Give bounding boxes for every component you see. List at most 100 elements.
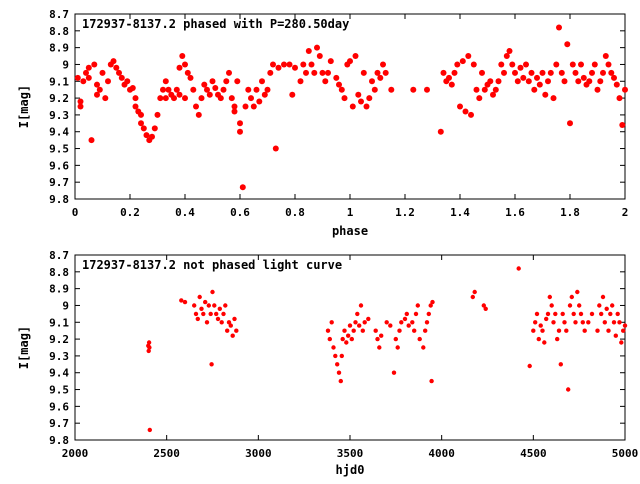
data-point [514,78,521,85]
y-tick-label: 8.7 [49,8,69,21]
x-tick-label: 0.4 [175,206,195,219]
data-point [369,78,375,85]
data-point [622,86,628,93]
data-point [272,145,279,152]
data-point [571,311,576,317]
data-point [440,69,447,76]
data-point [355,311,360,317]
data-point [333,74,340,81]
data-point [338,378,343,384]
data-point [77,103,84,110]
data-point [545,78,551,85]
data-point [85,74,92,81]
data-point [360,69,367,76]
data-point [558,69,565,76]
data-point [203,299,208,305]
data-point [382,69,389,76]
data-point [314,44,320,51]
x-tick-label: 0.8 [285,206,305,219]
data-point [347,323,353,328]
data-point [325,69,331,76]
data-point [547,69,554,76]
y-tick-label: 8.9 [49,42,69,55]
data-point [193,311,199,317]
data-point [237,128,243,135]
data-point [151,125,158,132]
data-point [591,61,598,68]
x-tick-label: 4500 [520,447,547,460]
y-tick-label: 9.5 [49,384,69,397]
data-point [91,61,98,68]
data-point [490,91,496,98]
y-tick-label: 9.7 [49,176,69,189]
data-point [610,303,615,308]
data-point [355,91,362,98]
data-point [547,294,552,300]
data-point [322,78,329,85]
data-point [140,125,147,132]
data-point [182,61,188,68]
data-point [531,328,536,333]
data-point [333,353,338,359]
data-point [179,53,186,59]
data-point [553,61,560,68]
data-point [595,328,600,333]
data-point [270,61,276,68]
data-point [219,320,224,325]
data-point [105,78,111,85]
data-point [527,363,532,369]
data-point [336,81,342,88]
data-point [80,78,87,85]
data-point [149,133,155,140]
data-point [209,78,216,85]
data-point [402,316,408,322]
data-point [470,294,475,300]
data-point [327,336,332,342]
data-point [366,316,371,322]
data-point [454,61,461,68]
data-point [223,78,230,85]
data-point [556,328,562,333]
data-point [580,74,587,81]
data-point [138,111,144,118]
data-point [604,306,609,311]
data-point [371,86,378,93]
data-point [374,69,381,76]
y-tick-label: 9.1 [49,316,69,329]
data-point [569,294,574,300]
data-point [182,95,188,102]
data-point [154,111,161,118]
x-axis-label-unphased: hjd0 [336,463,365,477]
data-point [319,69,326,76]
data-point [357,323,362,328]
data-point [358,98,364,105]
data-point [492,86,499,93]
data-point [553,311,558,317]
x-tick-label: 0.6 [230,206,250,219]
data-point [509,61,516,68]
data-point [388,323,393,328]
data-point [451,69,458,76]
data-point [564,41,571,48]
data-point [363,103,370,110]
data-point [481,303,486,308]
data-point [208,311,213,317]
data-point [204,320,210,325]
data-point [506,48,513,54]
data-point [305,48,312,54]
data-point [544,316,549,322]
data-point [197,294,202,300]
data-point [560,311,565,317]
x-tick-label: 4000 [428,447,455,460]
data-point [428,303,433,308]
data-point [421,345,426,350]
y-tick-label: 9 [62,58,69,71]
data-point [362,320,367,325]
data-point [556,24,562,31]
data-point [523,61,529,68]
data-point [157,95,164,102]
data-point [542,340,547,345]
data-point [384,320,389,325]
data-point [366,95,373,102]
